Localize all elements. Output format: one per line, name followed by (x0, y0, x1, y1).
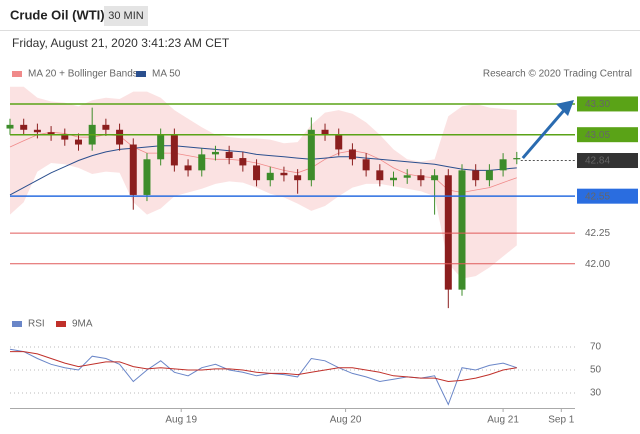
level-label: 43.05 (585, 130, 610, 141)
forecast-arrow (521, 107, 568, 160)
legend-swatch (136, 71, 146, 77)
candle-body (116, 129, 124, 145)
candle-body (307, 129, 315, 181)
candle-body (499, 159, 507, 171)
y-tick-label: 70 (590, 342, 602, 353)
candle-body (6, 124, 14, 129)
timestamp: Friday, August 21, 2020 3:41:23 AM CET (12, 36, 230, 50)
legend-swatch (12, 321, 22, 327)
level-badge (577, 188, 638, 204)
x-tick-label: Aug 20 (330, 415, 362, 426)
indicator-line (10, 351, 517, 383)
credit: Research © 2020 Trading Central (483, 69, 632, 80)
candle-body (253, 165, 261, 181)
level-label: 42.55 (585, 191, 610, 202)
candle-body (198, 154, 206, 171)
indicator-line (9, 348, 517, 406)
candle-body (390, 177, 398, 181)
x-tick-label: Aug 19 (165, 415, 197, 426)
candle-body (239, 158, 247, 166)
candle-body (485, 170, 493, 181)
candle-body (362, 159, 370, 171)
candle-body (294, 175, 302, 181)
candle-body (348, 149, 356, 160)
moving-average (9, 145, 517, 196)
x-tick-label: Sep 1 (548, 415, 575, 426)
candle-body (266, 172, 274, 181)
level-label: 42.25 (585, 228, 610, 239)
candle-body (335, 134, 343, 150)
candle-body (280, 172, 288, 176)
candle-body (458, 170, 466, 290)
candle-body (184, 165, 192, 171)
candle-body (74, 139, 82, 145)
candle-body (143, 159, 151, 195)
candle-body (403, 175, 411, 178)
legend-label: MA 50 (152, 69, 181, 80)
candle-body (61, 134, 69, 140)
legend-swatch (12, 71, 22, 77)
chart-title: Crude Oil (WTI) (10, 7, 105, 22)
candle-body (47, 132, 55, 135)
arrow-head (556, 100, 574, 116)
candle-body (157, 134, 165, 160)
y-tick-label: 50 (590, 365, 602, 376)
timeframe: 30 MIN (108, 10, 144, 22)
candle-body (102, 124, 110, 130)
level-badge (577, 96, 638, 112)
candle-body (513, 158, 521, 160)
candle-body (211, 151, 219, 155)
candle-body (129, 144, 137, 195)
x-tick-label: Aug 21 (487, 415, 519, 426)
candle-body (33, 129, 41, 133)
level-label: 42.00 (585, 259, 610, 270)
legend-label: 9MA (72, 319, 93, 330)
level-label: 42.84 (585, 156, 610, 167)
candle-body (444, 175, 452, 290)
legend-swatch (56, 321, 66, 327)
candle-body (431, 175, 439, 181)
legend-label: MA 20 + Bollinger Bands (28, 69, 138, 80)
level-label: 43.30 (585, 99, 610, 110)
candle-body (321, 129, 329, 135)
candle-body (376, 170, 384, 181)
candle-body (20, 124, 28, 130)
candle-body (472, 170, 480, 181)
level-badge (577, 153, 638, 169)
candle-body (170, 134, 178, 166)
candle-body (417, 175, 425, 181)
timeframe-badge (104, 6, 148, 26)
legend-label: RSI (28, 319, 45, 330)
level-badge (577, 127, 638, 143)
candle-body (225, 151, 233, 159)
bollinger-band (10, 86, 517, 279)
y-tick-label: 30 (590, 388, 602, 399)
